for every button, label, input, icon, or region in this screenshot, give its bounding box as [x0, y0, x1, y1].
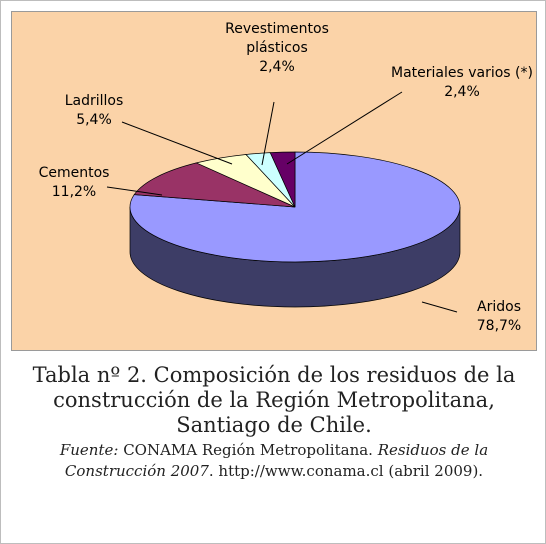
- value-label: 2,4%: [259, 59, 295, 75]
- pie-svg: [106, 91, 461, 313]
- pie-slice: [133, 162, 296, 208]
- slice-label: Materiales varios (*) 2,4%: [387, 64, 537, 102]
- value-label: 78,7%: [476, 318, 522, 334]
- source-doc: Residuos de la Construcción 2007: [64, 441, 489, 480]
- leader-line: [421, 301, 458, 313]
- category-label: Revestimentos plásticos: [225, 21, 329, 56]
- category-label: Aridos: [477, 299, 521, 315]
- leader-line: [106, 186, 163, 196]
- slice-label: Revestimentos plásticos 2,4%: [207, 20, 347, 77]
- source-url: . http://www.conama.cl (abril 2009).: [208, 462, 484, 480]
- source-org: CONAMA Región Metropolitana.: [118, 441, 378, 459]
- caption: Tabla nº 2. Composición de los residuos …: [11, 363, 537, 482]
- caption-title: Tabla nº 2. Composición de los residuos …: [32, 363, 516, 437]
- chart: Aridos 78,7% Cementos 11,2% Ladrillos 5,4% Rev…: [11, 11, 537, 351]
- leader-line: [261, 101, 275, 166]
- category-label: Ladrillos: [64, 93, 124, 109]
- category-label: Cementos: [38, 165, 110, 181]
- value-label: 5,4%: [76, 112, 112, 128]
- slice-label: Cementos 11,2%: [29, 164, 119, 202]
- caption-source: Fuente: CONAMA Región Metropolitana. Res…: [11, 440, 537, 482]
- slice-label: Ladrillos 5,4%: [59, 92, 129, 130]
- source-label: Fuente:: [59, 441, 119, 459]
- category-label: Materiales varios (*): [391, 65, 533, 81]
- value-label: 11,2%: [51, 184, 97, 200]
- pie-slice: [269, 151, 296, 208]
- leader-line: [286, 91, 403, 165]
- leader-line: [121, 121, 233, 165]
- value-label: 2,4%: [444, 84, 480, 100]
- slice-label: Aridos 78,7%: [464, 298, 534, 336]
